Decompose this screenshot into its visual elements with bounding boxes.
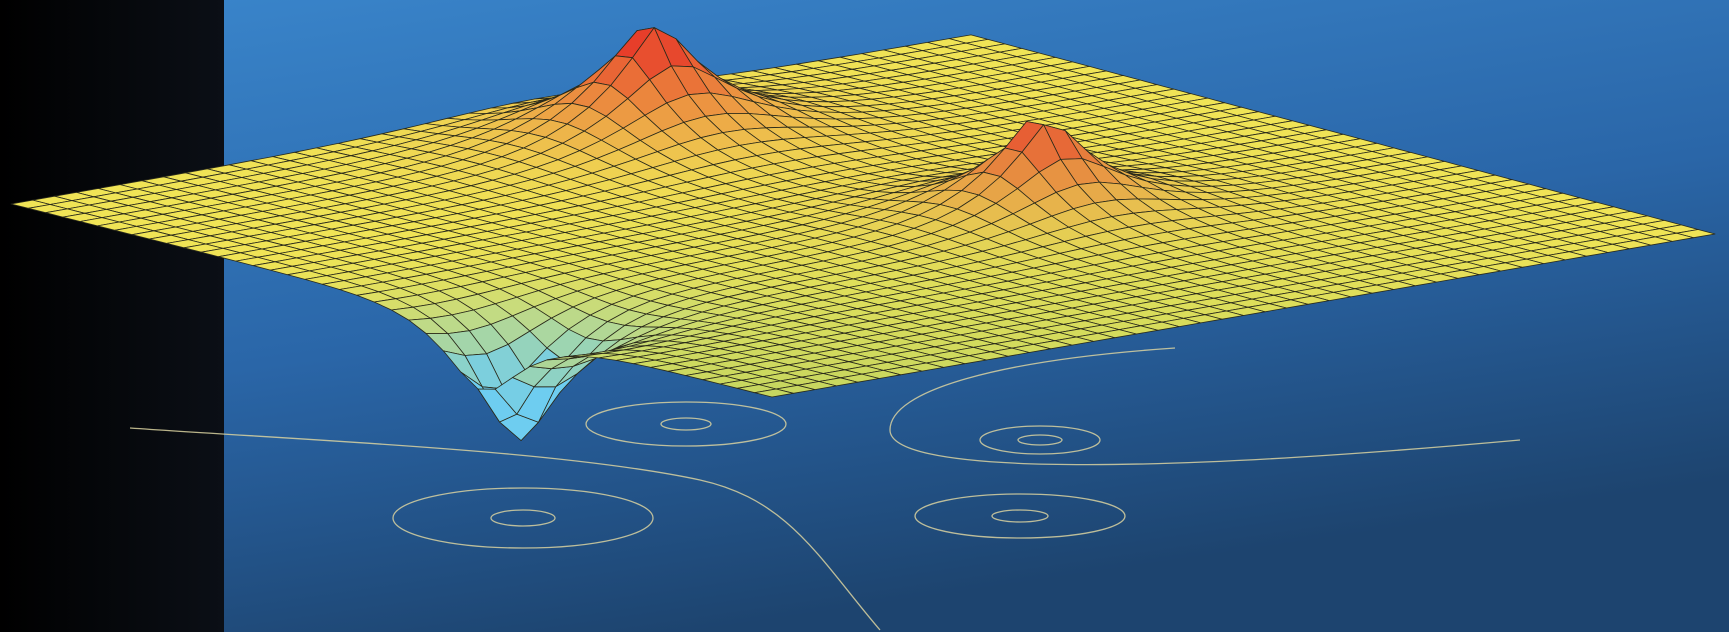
contour (1017, 434, 1063, 446)
contour (490, 509, 556, 527)
contour (129, 427, 881, 631)
contour (914, 493, 1126, 539)
contour (991, 509, 1049, 523)
contour (585, 401, 787, 447)
surface (10, 27, 1716, 441)
mesh-cell (754, 388, 794, 398)
contour (889, 347, 1521, 466)
dark-band (0, 0, 224, 632)
contour (979, 425, 1101, 455)
contours (129, 347, 1521, 631)
contour (392, 487, 654, 549)
contour (660, 417, 712, 431)
